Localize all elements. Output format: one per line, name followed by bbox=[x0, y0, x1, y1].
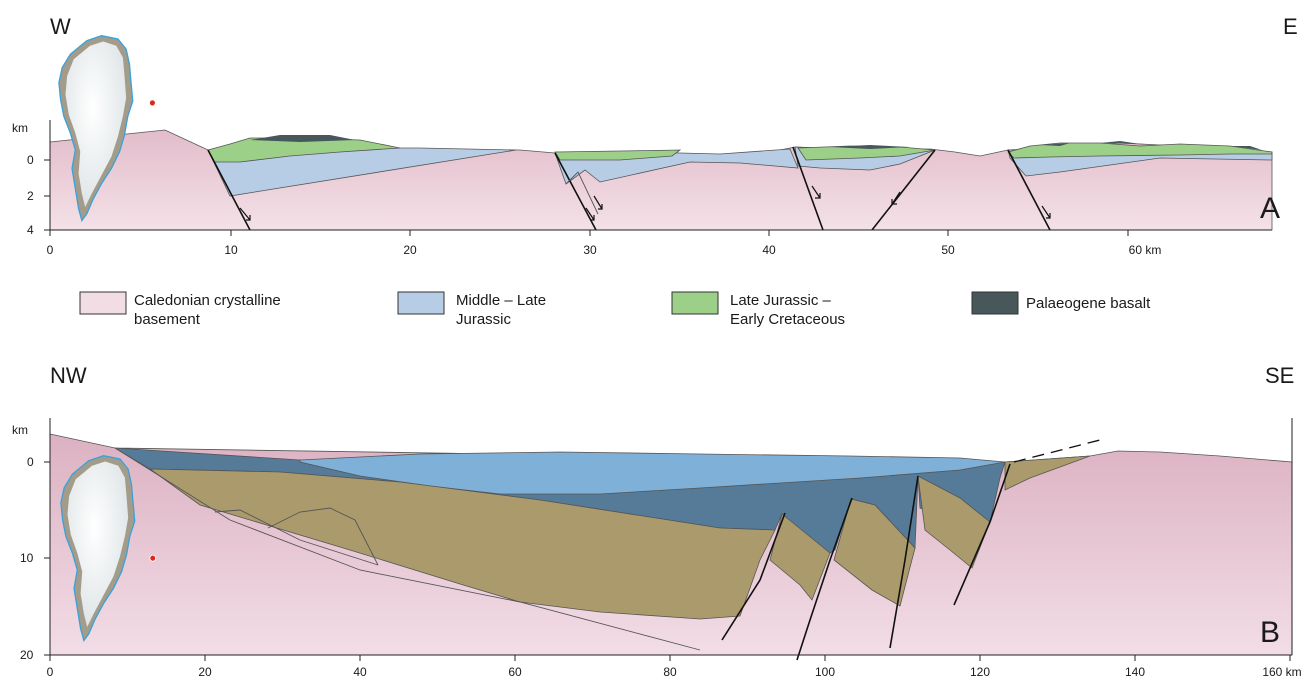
legend: Caledonian crystalline basement Middle –… bbox=[79, 291, 1151, 328]
fault-a-small bbox=[565, 171, 599, 215]
legend-late-jurassic-line1: Late Jurassic – bbox=[730, 292, 832, 309]
basalt-a2 bbox=[830, 145, 910, 149]
y-ticks-marks-a bbox=[44, 159, 50, 231]
x-tick-b-120: 120 bbox=[970, 665, 990, 679]
panel-label-b: B bbox=[1260, 616, 1280, 649]
y-unit-b: km bbox=[12, 423, 28, 437]
slip-arrows-a bbox=[239, 185, 1051, 221]
section-a: W E A km 0 2 4 0 10 20 30 40 50 60 km bbox=[12, 14, 1298, 257]
basalt-a3 bbox=[1100, 141, 1140, 144]
direction-label-northwest: NW bbox=[50, 363, 87, 388]
basalt-a4 bbox=[1230, 146, 1262, 150]
x-tick-b-60: 60 bbox=[508, 665, 522, 679]
x-tick-a-10: 10 bbox=[224, 243, 238, 257]
y-ticks-marks-b bbox=[44, 461, 50, 656]
fault-a1 bbox=[207, 149, 251, 231]
x-ticks-marks-b bbox=[49, 655, 1291, 661]
y-tick-b-10: 10 bbox=[20, 551, 34, 565]
fault-b-dashed bbox=[1013, 439, 1101, 463]
section-b: NW SE B km 0 10 20 0 20 40 60 80 100 120… bbox=[12, 363, 1302, 679]
panel-label-a: A bbox=[1260, 192, 1280, 225]
light-blue-layer-b bbox=[299, 451, 1006, 495]
direction-label-west: W bbox=[50, 14, 71, 39]
fault-a3 bbox=[792, 146, 824, 231]
location-dot-b-icon bbox=[149, 554, 157, 562]
y-unit-a: km bbox=[12, 121, 28, 135]
fault-a4 bbox=[871, 149, 936, 231]
x-tick-b-160: 160 km bbox=[1262, 665, 1301, 679]
basement-line-b1 bbox=[114, 447, 701, 651]
direction-label-east: E bbox=[1283, 14, 1298, 39]
legend-basement-line2: basement bbox=[134, 311, 201, 328]
x-tick-b-0: 0 bbox=[47, 665, 54, 679]
y-tick-b-0: 0 bbox=[27, 455, 34, 469]
x-ticks-marks-a bbox=[49, 230, 1129, 236]
x-tick-a-0: 0 bbox=[47, 243, 54, 257]
late-jurassic-a4 bbox=[1007, 142, 1273, 159]
legend-swatch-mid-jurassic bbox=[397, 291, 445, 315]
olive-block-b1 bbox=[769, 513, 831, 601]
y-tick-b-20: 20 bbox=[20, 648, 34, 662]
direction-label-southeast: SE bbox=[1265, 363, 1294, 388]
y-tick-a-2: 2 bbox=[27, 189, 34, 203]
basement-line-b2 bbox=[214, 509, 379, 566]
x-tick-b-20: 20 bbox=[198, 665, 212, 679]
fault-a2 bbox=[554, 152, 597, 231]
basalt-a5 bbox=[1040, 143, 1070, 146]
x-tick-a-60: 60 km bbox=[1129, 243, 1162, 257]
legend-swatch-basement bbox=[79, 291, 127, 315]
legend-mid-jurassic-line1: Middle – Late bbox=[456, 292, 546, 309]
greenland-inset-b-icon bbox=[60, 455, 157, 642]
y-tick-a-4: 4 bbox=[27, 223, 34, 237]
legend-basalt-line1: Palaeogene basalt bbox=[1026, 295, 1151, 312]
x-tick-b-80: 80 bbox=[663, 665, 677, 679]
legend-mid-jurassic-line2: Jurassic bbox=[456, 311, 512, 328]
fault-b2 bbox=[796, 497, 853, 661]
x-tick-b-40: 40 bbox=[353, 665, 367, 679]
x-tick-a-20: 20 bbox=[403, 243, 417, 257]
late-jurassic-a2 bbox=[554, 149, 682, 161]
x-tick-a-30: 30 bbox=[583, 243, 597, 257]
fault-b4 bbox=[953, 463, 1011, 606]
fault-b3 bbox=[889, 475, 919, 649]
greenland-inset-a-icon bbox=[58, 35, 156, 222]
fault-b1 bbox=[721, 512, 786, 641]
x-tick-a-50: 50 bbox=[941, 243, 955, 257]
olive-block-b3 bbox=[917, 475, 991, 569]
x-tick-b-140: 140 bbox=[1125, 665, 1145, 679]
olive-layer-b bbox=[148, 468, 776, 620]
basalt-a1 bbox=[250, 135, 355, 142]
legend-late-jurassic-line2: Early Cretaceous bbox=[730, 311, 845, 328]
legend-swatch-basalt bbox=[971, 291, 1019, 315]
legend-swatch-late-jurassic bbox=[671, 291, 719, 315]
location-dot-a-icon bbox=[149, 99, 156, 107]
olive-block-b2 bbox=[833, 498, 916, 607]
x-tick-a-40: 40 bbox=[762, 243, 776, 257]
x-tick-b-100: 100 bbox=[815, 665, 835, 679]
legend-basement-line1: Caledonian crystalline bbox=[134, 292, 281, 309]
y-tick-a-0: 0 bbox=[27, 153, 34, 167]
basement-dome-b bbox=[267, 507, 379, 566]
late-jurassic-a1 bbox=[207, 137, 401, 163]
fault-a5 bbox=[1007, 149, 1051, 231]
